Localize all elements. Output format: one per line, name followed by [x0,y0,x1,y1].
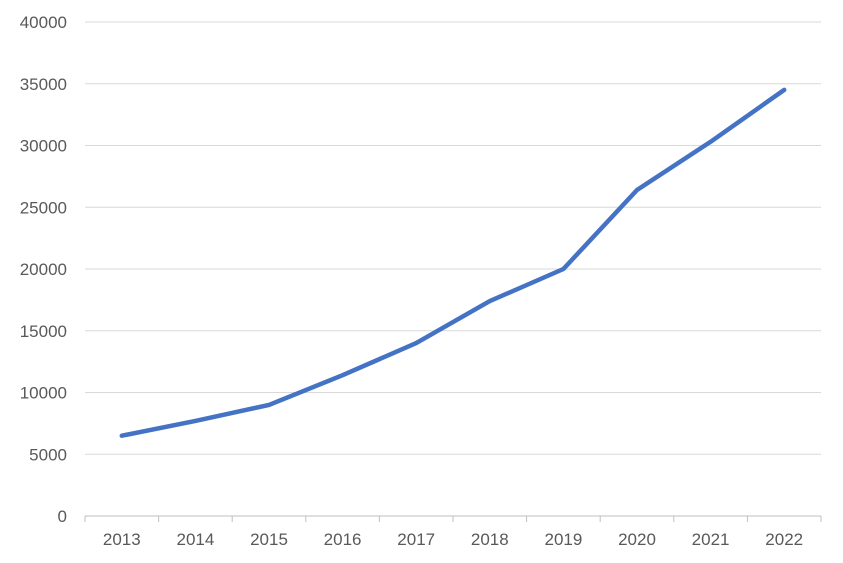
x-tick-label: 2016 [324,530,362,549]
y-tick-label: 20000 [20,260,67,279]
x-tick-label: 2020 [618,530,656,549]
y-tick-label: 5000 [29,445,67,464]
y-axis: 0 5000 10000 15000 20000 25000 30000 35000 40000 [20,13,67,526]
y-tick-label: 15000 [20,322,67,341]
x-tick-label: 2013 [103,530,141,549]
x-tick-label: 2022 [765,530,803,549]
series-layer [119,87,787,438]
x-tick-label: 2017 [397,530,435,549]
y-tick-label: 0 [58,507,67,526]
x-tick-label: 2014 [176,530,214,549]
series-line-0 [119,87,787,438]
gridlines [85,21,821,455]
y-tick-label: 40000 [20,13,67,32]
x-tick-label: 2015 [250,530,288,549]
y-tick-label: 35000 [20,75,67,94]
x-axis: 2013 2014 2015 2016 2017 2018 2019 2020 2021 2022 [84,515,822,549]
x-tick-label: 2018 [471,530,509,549]
y-tick-label: 25000 [20,198,67,217]
x-tick-label: 2021 [692,530,730,549]
x-tick-label: 2019 [544,530,582,549]
y-tick-label: 30000 [20,137,67,156]
y-tick-label: 10000 [20,384,67,403]
